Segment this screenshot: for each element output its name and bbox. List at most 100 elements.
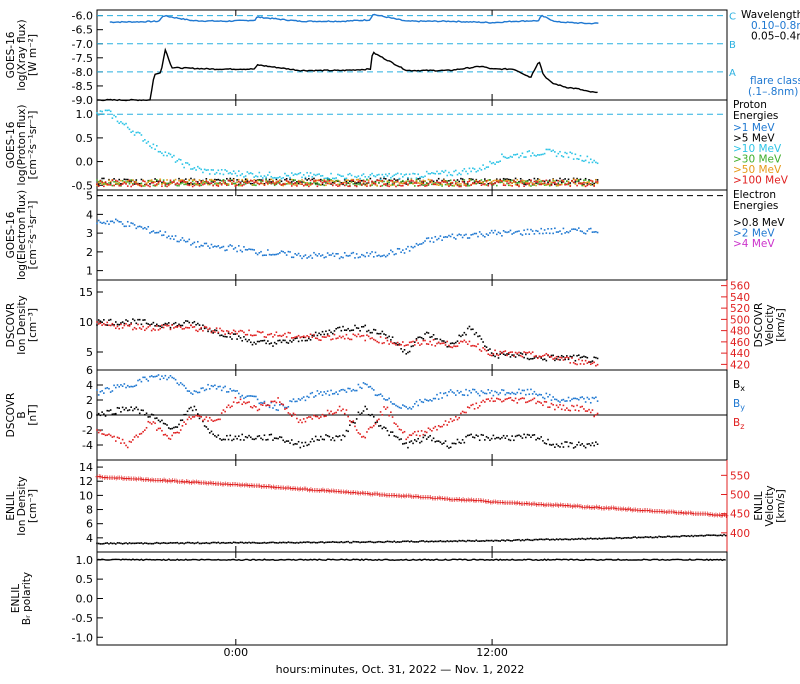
data-point bbox=[449, 389, 452, 391]
data-point bbox=[441, 185, 443, 187]
data-point bbox=[431, 344, 433, 346]
data-point bbox=[369, 331, 372, 334]
data-point bbox=[219, 247, 221, 249]
data-marker: + bbox=[503, 499, 509, 507]
data-point bbox=[268, 171, 271, 174]
data-point bbox=[514, 183, 517, 186]
data-point bbox=[121, 438, 124, 441]
data-point bbox=[595, 179, 597, 181]
data-point bbox=[142, 542, 144, 545]
data-marker: + bbox=[557, 501, 563, 509]
data-point bbox=[326, 179, 329, 181]
data-point bbox=[425, 237, 428, 240]
data-point bbox=[405, 353, 408, 355]
data-marker: + bbox=[341, 488, 347, 496]
data-point bbox=[284, 332, 286, 335]
y-tick-label: 4 bbox=[86, 379, 93, 392]
data-point bbox=[285, 177, 288, 180]
data-point bbox=[116, 180, 119, 182]
data-point bbox=[220, 439, 223, 441]
data-point bbox=[697, 535, 700, 537]
data-point bbox=[396, 344, 399, 346]
data-point bbox=[572, 405, 575, 408]
data-point bbox=[239, 184, 242, 187]
data-point bbox=[325, 181, 327, 184]
data-point bbox=[229, 180, 232, 182]
data-point bbox=[243, 542, 245, 544]
data-point bbox=[497, 354, 500, 357]
data-point bbox=[159, 230, 162, 232]
data-point bbox=[301, 183, 303, 185]
data-point bbox=[193, 167, 196, 169]
data-point bbox=[497, 436, 500, 439]
data-point bbox=[531, 152, 534, 154]
data-point bbox=[249, 542, 252, 544]
data-point bbox=[157, 181, 160, 184]
data-point bbox=[396, 436, 399, 439]
data-point bbox=[193, 542, 196, 545]
data-point bbox=[542, 183, 544, 185]
data-point bbox=[579, 230, 582, 232]
data-point bbox=[357, 178, 360, 181]
data-point bbox=[386, 406, 389, 409]
data-point bbox=[231, 331, 233, 334]
data-point bbox=[463, 182, 466, 185]
data-point bbox=[548, 180, 551, 183]
data-point bbox=[265, 439, 267, 441]
data-point bbox=[96, 321, 98, 323]
data-marker: + bbox=[626, 505, 632, 513]
data-point bbox=[398, 428, 401, 431]
data-point bbox=[178, 179, 180, 182]
data-marker: + bbox=[363, 490, 369, 498]
data-point bbox=[536, 182, 539, 185]
data-point bbox=[326, 177, 329, 179]
data-point bbox=[484, 235, 486, 238]
data-marker: + bbox=[337, 488, 343, 496]
data-point bbox=[511, 399, 513, 401]
data-point bbox=[574, 409, 577, 411]
data-point bbox=[260, 339, 262, 342]
data-point bbox=[555, 355, 558, 358]
data-point bbox=[453, 540, 455, 542]
data-point bbox=[109, 110, 112, 113]
data-point bbox=[478, 181, 481, 183]
data-point bbox=[439, 338, 442, 341]
data-point bbox=[321, 174, 324, 177]
data-point bbox=[166, 185, 168, 188]
data-point bbox=[147, 225, 150, 228]
data-point bbox=[569, 185, 572, 187]
data-point bbox=[320, 255, 322, 257]
data-point bbox=[410, 245, 413, 248]
data-point bbox=[434, 345, 437, 347]
data-point bbox=[185, 326, 187, 329]
data-point bbox=[446, 180, 449, 182]
data-point bbox=[304, 441, 307, 444]
data-point bbox=[113, 114, 115, 117]
data-marker: + bbox=[525, 500, 531, 508]
data-point bbox=[523, 351, 525, 353]
data-point bbox=[128, 180, 131, 183]
data-point bbox=[576, 157, 578, 160]
data-point bbox=[347, 179, 349, 181]
data-point bbox=[167, 427, 170, 429]
data-point bbox=[472, 167, 474, 170]
data-point bbox=[359, 541, 361, 544]
legend-entry: >50 MeV bbox=[733, 164, 782, 176]
data-point bbox=[395, 185, 397, 188]
data-point bbox=[205, 388, 208, 391]
data-point bbox=[593, 356, 595, 359]
data-point bbox=[564, 151, 566, 154]
data-point bbox=[333, 180, 336, 183]
data-point bbox=[357, 256, 360, 259]
data-point bbox=[220, 246, 223, 249]
data-point bbox=[576, 184, 578, 187]
data-point bbox=[390, 540, 392, 543]
data-marker: + bbox=[300, 485, 306, 493]
data-point bbox=[554, 357, 556, 360]
data-point bbox=[232, 401, 235, 403]
data-point bbox=[523, 229, 525, 232]
data-point bbox=[456, 340, 459, 342]
data-point bbox=[311, 336, 314, 339]
data-point bbox=[497, 540, 500, 542]
